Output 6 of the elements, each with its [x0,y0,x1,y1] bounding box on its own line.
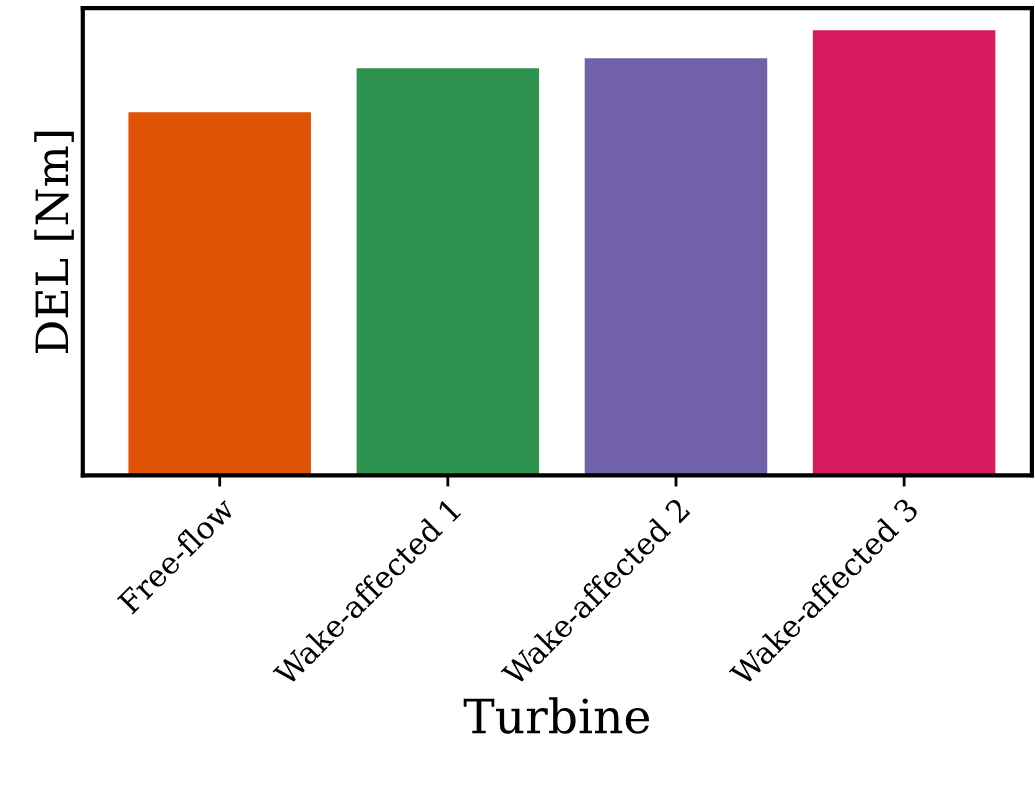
x-axis-title: Turbine [463,697,650,734]
bar [584,58,768,476]
bar [812,30,996,476]
bar [128,112,311,476]
bar [356,68,540,476]
y-axis-title: DEL [Nm] [34,131,74,353]
